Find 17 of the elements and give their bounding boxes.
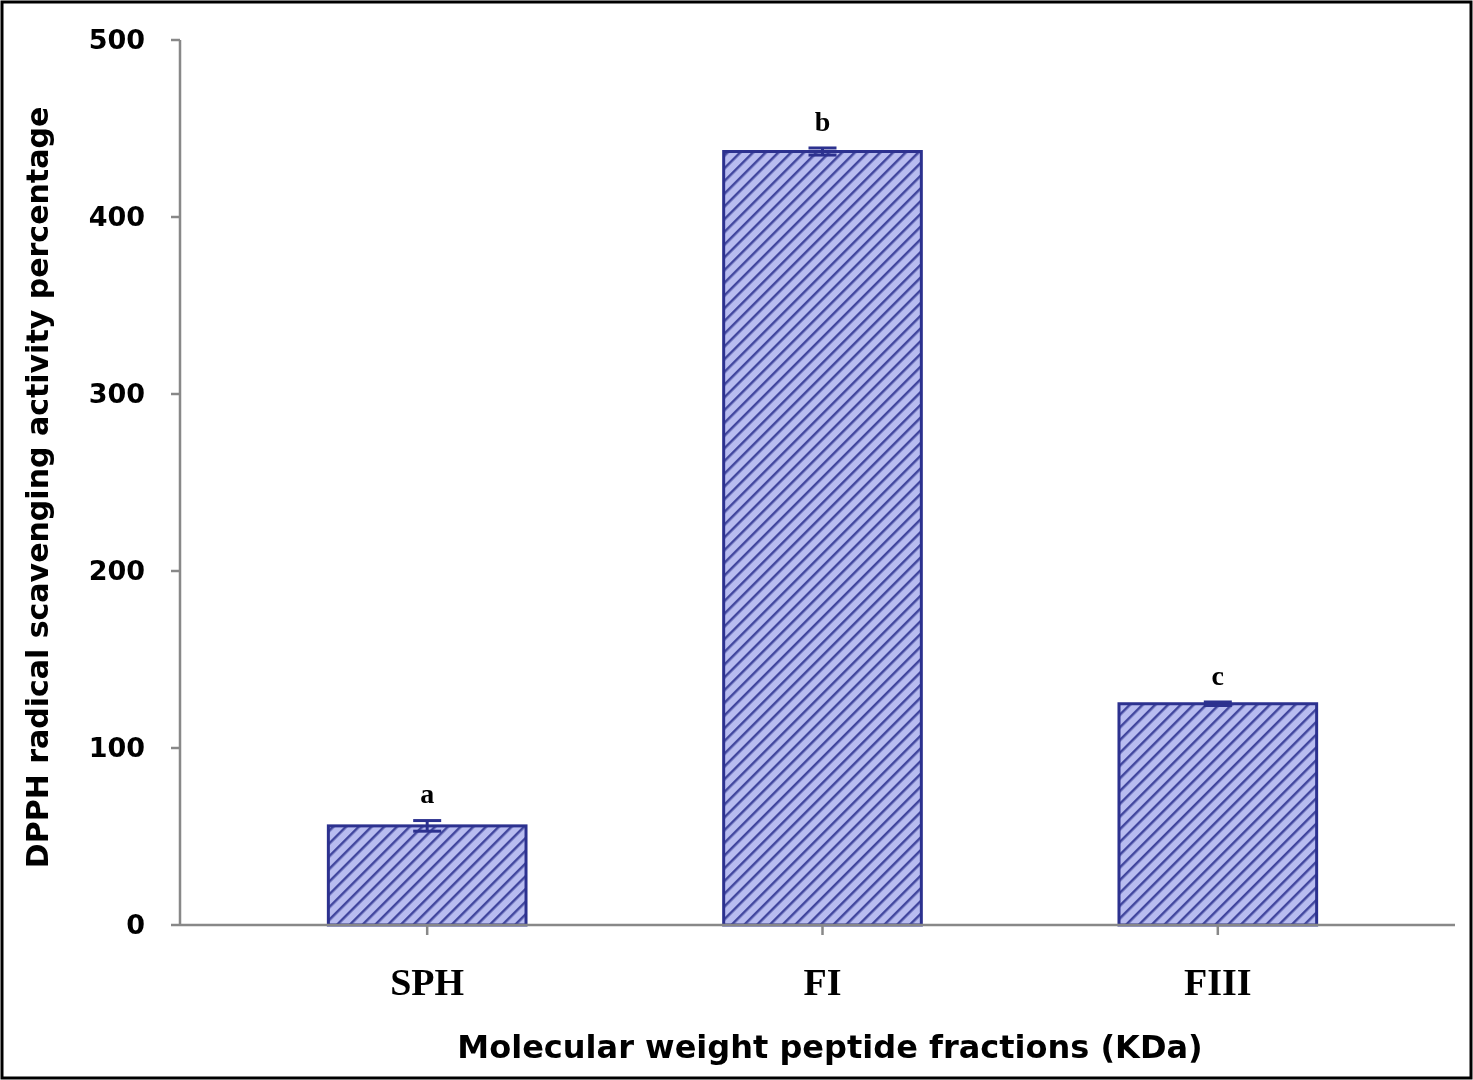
y-tick-label: 100 [88, 732, 145, 764]
y-tick-label: 200 [88, 555, 145, 587]
y-tick-label: 300 [88, 378, 145, 410]
annotation: c [1211, 659, 1225, 691]
x-tick-label: FI [803, 961, 842, 1003]
annotation: b [814, 105, 831, 137]
bar [722, 150, 923, 927]
x-axis-title: Molecular weight peptide fractions (KDa) [457, 1028, 1203, 1066]
y-axis-title: DPPH radical scavenging activity percentage [20, 106, 55, 869]
bar [326, 824, 528, 927]
bar [1117, 702, 1319, 927]
y-tick-label: 0 [126, 909, 145, 941]
x-tick-label: FIII [1184, 961, 1252, 1003]
annotation: a [420, 778, 435, 810]
y-tick-label: 500 [88, 24, 145, 56]
y-tick-label: 400 [88, 201, 145, 233]
x-tick-label: SPH [390, 961, 465, 1003]
